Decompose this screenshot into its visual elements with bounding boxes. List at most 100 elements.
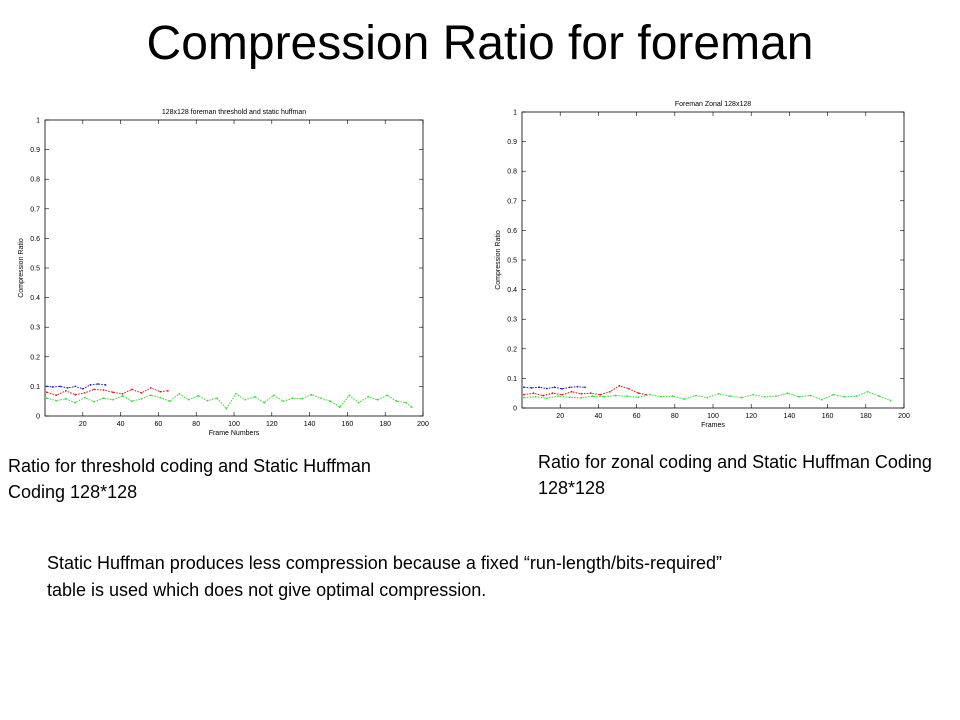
data-point: [649, 393, 651, 396]
data-point: [301, 397, 303, 400]
data-point: [64, 397, 67, 400]
x-tick-label: 160: [822, 413, 834, 420]
data-point: [357, 401, 360, 404]
x-tick-label: 80: [671, 413, 679, 420]
data-point: [553, 386, 556, 389]
data-point: [637, 392, 640, 395]
y-tick-label: 0.3: [507, 317, 517, 324]
data-point: [626, 395, 628, 398]
data-point: [140, 397, 143, 400]
data-point: [628, 387, 630, 390]
data-point: [729, 395, 732, 398]
data-point: [89, 384, 92, 386]
data-point: [889, 399, 892, 402]
data-point: [878, 395, 881, 398]
x-tick-label: 120: [745, 413, 757, 420]
y-tick-label: 1: [36, 118, 40, 125]
data-point: [367, 395, 370, 398]
data-point: [523, 386, 525, 389]
data-point: [589, 392, 592, 395]
series-line-2: [46, 393, 413, 410]
data-point: [843, 395, 846, 398]
data-point: [532, 392, 535, 395]
y-tick-label: 1: [513, 110, 517, 117]
data-point: [320, 397, 322, 400]
x-tick-label: 140: [784, 413, 796, 420]
data-point: [83, 396, 86, 399]
plot-frame: [44, 119, 424, 417]
data-point: [45, 385, 48, 388]
x-tick-label: 40: [117, 421, 125, 428]
data-point: [576, 385, 579, 388]
zonal-chart-svg: Foreman Zonal 128x128 0 0.1 0.2 0.3 0.4 0.5 0.6…: [495, 101, 910, 429]
data-point: [557, 395, 560, 398]
data-point: [272, 394, 275, 397]
data-point: [637, 396, 640, 399]
y-tick-label: 0.6: [30, 236, 40, 243]
y-axis-label: Compression Ratio: [495, 230, 502, 290]
data-point: [775, 395, 777, 398]
data-point: [131, 388, 133, 391]
data-point: [159, 390, 162, 393]
series-line-1: [523, 385, 647, 397]
x-tick-label: 180: [379, 421, 391, 428]
data-point: [568, 386, 571, 389]
data-point: [329, 400, 332, 403]
x-tick-label: 200: [417, 421, 429, 428]
data-point: [216, 397, 218, 400]
y-tick-label: 0.9: [507, 139, 517, 146]
x-axis-label: Frame Numbers: [209, 430, 260, 437]
data-point: [694, 394, 697, 397]
data-point: [234, 392, 237, 395]
y-tick-label: 0.4: [507, 287, 517, 294]
data-point: [561, 393, 564, 396]
slide-title: Compression Ratio for foreman: [146, 17, 814, 70]
y-axis-label: Compression Ratio: [18, 238, 25, 298]
y-tick-label: 0.7: [507, 198, 517, 205]
data-point: [386, 394, 388, 397]
data-point: [244, 398, 247, 401]
data-point: [45, 391, 48, 394]
data-point: [140, 392, 143, 394]
data-point: [93, 388, 96, 391]
y-tick-label: 0.6: [507, 228, 517, 235]
y-tick-label: 0.5: [30, 266, 40, 273]
data-point: [310, 393, 313, 396]
y-tick-label: 0.1: [507, 376, 517, 383]
explanation-note: Static Huffman produces less compression…: [47, 553, 722, 600]
data-point: [820, 398, 823, 401]
data-point: [570, 390, 573, 393]
data-point: [618, 384, 621, 387]
data-point: [866, 390, 869, 393]
x-axis-label: Frames: [701, 422, 725, 429]
y-tick-label: 0.8: [30, 177, 40, 184]
data-point: [55, 399, 58, 402]
data-point: [83, 392, 86, 394]
zonal-chart: Foreman Zonal 128x128 0 0.1 0.2 0.3 0.4 0.5 0.6…: [492, 92, 917, 442]
data-point: [798, 395, 800, 398]
x-tick-label: 160: [342, 421, 354, 428]
x-tick-label: 140: [304, 421, 316, 428]
data-point: [253, 395, 256, 398]
y-tick-label: 0.7: [30, 206, 40, 213]
y-tick-label: 0.4: [30, 295, 40, 302]
data-point: [410, 406, 413, 409]
plot-frame: [521, 111, 905, 409]
data-point: [660, 395, 663, 398]
data-point: [112, 398, 114, 401]
x-tick-label: 100: [228, 421, 240, 428]
data-point: [338, 406, 341, 409]
x-tick-label: 40: [595, 413, 603, 420]
data-point: [178, 392, 181, 395]
data-point: [55, 394, 58, 397]
data-point: [584, 386, 586, 389]
data-point: [855, 395, 858, 398]
y-tick-label: 0: [36, 414, 40, 421]
data-point: [263, 401, 266, 404]
chart-title: Foreman Zonal 128x128: [675, 101, 751, 108]
data-point: [102, 397, 105, 400]
y-tick-label: 0.8: [507, 169, 517, 176]
x-tick-label: 120: [266, 421, 278, 428]
data-point: [740, 396, 743, 399]
data-point: [59, 385, 62, 388]
